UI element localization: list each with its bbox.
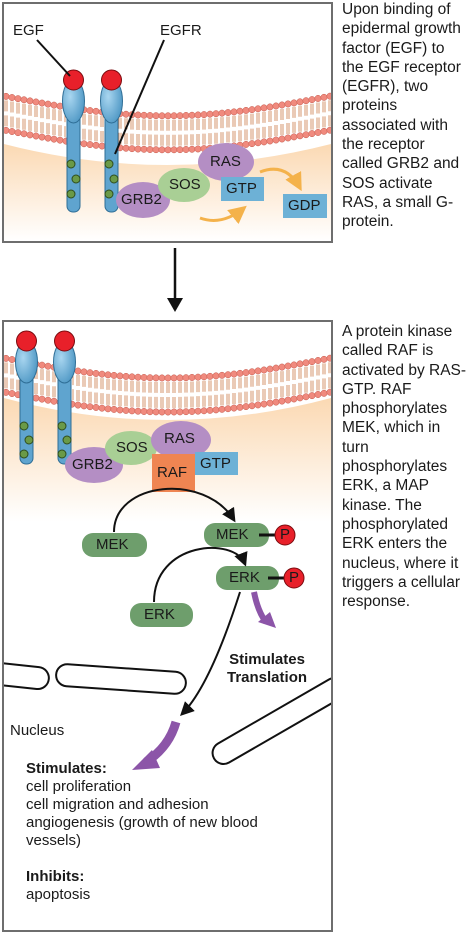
ras-label: RAS: [164, 430, 195, 447]
erk-label: ERK: [144, 606, 175, 623]
egf-ligand-right: [101, 69, 122, 91]
top-caption: Upon binding of epidermal growth factor …: [342, 1, 461, 231]
gtp-box: [221, 177, 264, 201]
stimulates-item: cell migration and adhesion: [26, 796, 209, 813]
gtp-box: [195, 452, 238, 475]
phosphate-label: P: [289, 569, 300, 586]
bottom-caption: A protein kinase called RAF is activated…: [342, 323, 467, 611]
top-panel: EGF EGFR GRB2 SOS RAS GTP GDP: [2, 2, 333, 243]
phosphate-label: P: [280, 526, 291, 543]
raf-label: RAF: [157, 464, 187, 481]
mek-inactive: [82, 533, 147, 557]
gtp-label: GTP: [200, 455, 231, 472]
egf-ligand-right: [54, 330, 75, 352]
egfr-receptor-left: [15, 340, 38, 465]
nuclear-envelope-middle: [55, 663, 187, 695]
stimulates-item: angiogenesis (growth of new blood: [26, 814, 258, 831]
gdp-label: GDP: [288, 197, 321, 214]
egfr-receptor-left: [62, 78, 85, 213]
transition-arrow: [167, 248, 183, 312]
mek-phosphorylation-arrow: [113, 487, 236, 533]
nuclear-envelope-right: [211, 677, 331, 765]
grb2-label: GRB2: [121, 191, 162, 208]
mek-active: [204, 523, 269, 547]
gtp-binding-arrow: [199, 205, 247, 225]
erk-nucleus-arrow: [180, 591, 241, 716]
effects-list: Stimulates: cell proliferation cell migr…: [26, 760, 258, 904]
sos-label: SOS: [116, 439, 148, 456]
egfr-label: EGFR: [160, 22, 202, 39]
stimulates-item: vessels): [26, 832, 82, 849]
ras-label: RAS: [210, 153, 241, 170]
erk-phosphorylation-arrow: [153, 546, 248, 603]
egfr-pointer-line: [114, 39, 165, 155]
erk-p-label: ERK: [229, 569, 260, 586]
stimulates-item: cell proliferation: [26, 778, 132, 795]
grb2-label: GRB2: [72, 456, 113, 473]
mek-label: MEK: [96, 536, 129, 553]
stimulates-heading: Stimulates:: [26, 760, 107, 777]
mek-p-label: MEK: [216, 526, 249, 543]
grb2-protein: [116, 182, 170, 218]
ras-protein: [151, 421, 211, 459]
membrane-bilayer: [4, 92, 331, 154]
top-diagram: [4, 39, 331, 241]
nuclear-envelope-left: [4, 660, 50, 691]
egf-pointer-line: [36, 39, 71, 77]
phosphate-mek: [274, 524, 296, 546]
sos-protein: [105, 431, 157, 465]
sos-protein: [158, 168, 210, 202]
egf-label: EGF: [13, 22, 44, 39]
inhibits-item: apoptosis: [26, 886, 91, 903]
egf-ligand-left: [16, 330, 37, 352]
gdp-release-arrow: [259, 167, 302, 192]
bottom-panel: GRB2 SOS RAS RAF GTP MEK MEK P ERK ERK P…: [2, 320, 333, 932]
gtp-label: GTP: [226, 180, 257, 197]
inhibits-heading: Inhibits:: [26, 868, 85, 885]
bottom-diagram: [4, 330, 331, 770]
ras-protein: [198, 143, 254, 181]
erk-inactive: [130, 603, 193, 627]
gdp-box: [283, 194, 327, 218]
phosphate-erk: [283, 567, 305, 589]
stimulates-translation-label: Stimulates Translation: [227, 651, 308, 686]
raf-box: [152, 454, 195, 492]
erk-active: [216, 566, 279, 590]
sos-label: SOS: [169, 176, 201, 193]
nucleus-label: Nucleus: [10, 722, 65, 739]
